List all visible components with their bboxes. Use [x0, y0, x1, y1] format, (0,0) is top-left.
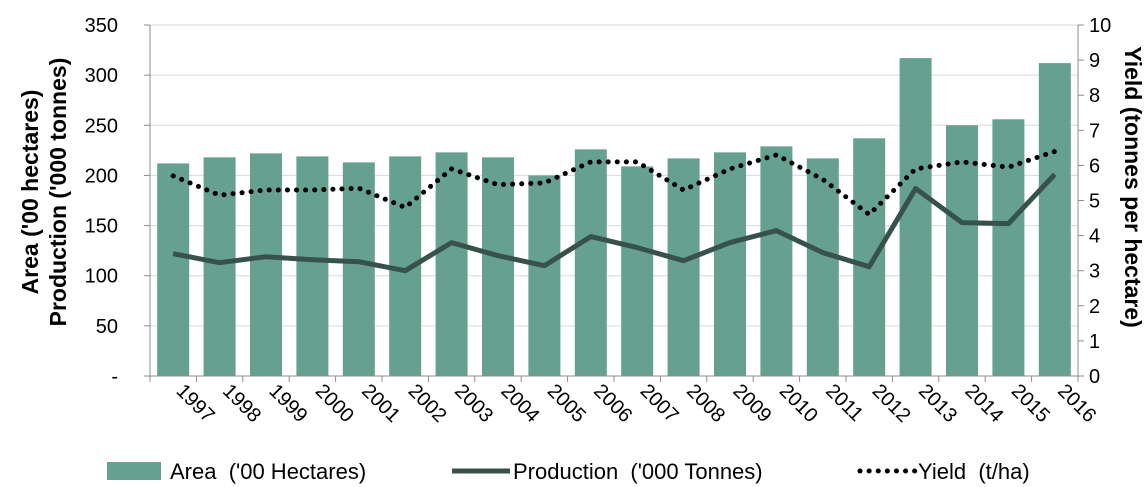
y-tick-label: 250 — [85, 115, 118, 137]
x-tick-label-2002: 2002 — [404, 380, 451, 427]
x-tick-label-2013: 2013 — [914, 380, 961, 427]
y-tick-labels: - 50 100 150 200 250 300 350 — [85, 15, 118, 388]
x-tick-label-2004: 2004 — [496, 380, 543, 427]
area-bar-2009 — [713, 152, 747, 376]
x-tick-label-1998: 1998 — [218, 380, 265, 427]
x-tick-label-2015: 2015 — [1007, 380, 1054, 427]
y2-tick-label: 6 — [1089, 155, 1100, 177]
y-tick-label: 300 — [85, 65, 118, 87]
y2-tick-label: 8 — [1089, 85, 1100, 107]
y-tick-label: 200 — [85, 165, 118, 187]
y-axis-title-line-1: Area ('00 hectares) — [17, 90, 43, 295]
area-bar-2007 — [621, 166, 654, 376]
legend-area-swatch — [107, 462, 161, 480]
x-tick-label-2010: 2010 — [775, 380, 822, 427]
series-lines — [170, 148, 1058, 274]
legend: Area ('00 Hectares) Production ('000 Ton… — [107, 459, 1030, 484]
area-bar-2014 — [945, 125, 979, 377]
x-tick-label-2011: 2011 — [821, 380, 867, 426]
x-tick-label-2007: 2007 — [636, 380, 683, 427]
x-tick-label-2006: 2006 — [589, 380, 636, 427]
x-tick-labels: 1997 1998 1999 2000 2001 2002 2003 2004 2005 2006… — [172, 380, 1101, 427]
y2-tick-label: 10 — [1089, 15, 1111, 37]
y-tick-label: 50 — [96, 316, 118, 338]
gridlines — [150, 24, 1078, 327]
area-bar-2016 — [1038, 63, 1071, 376]
area-bar-2008 — [667, 158, 700, 376]
area-bar-2001 — [342, 162, 375, 376]
y2-tick-label: 2 — [1089, 296, 1100, 318]
y2-tick-label: 1 — [1089, 331, 1100, 353]
y2-tick-label: 5 — [1089, 191, 1100, 213]
x-tick-label-1997: 1997 — [172, 380, 219, 427]
y2-tick-label: 9 — [1089, 50, 1100, 72]
y2-tick-label: 3 — [1089, 261, 1100, 283]
x-tick-label-2005: 2005 — [543, 380, 590, 427]
yield-line — [170, 148, 1058, 217]
y-tick-label: 350 — [85, 15, 118, 37]
x-tick-label-2000: 2000 — [311, 380, 358, 427]
x-tick-label-2012: 2012 — [868, 380, 915, 427]
y-tick-label: - — [111, 366, 118, 388]
x-tick-label-2003: 2003 — [450, 380, 497, 427]
area-bar-2010 — [760, 146, 793, 376]
y2-tick-label: 7 — [1089, 120, 1100, 142]
legend-area-label: Area ('00 Hectares) — [170, 459, 366, 484]
area-bar-1997 — [157, 163, 190, 376]
y-tick-label: 100 — [85, 266, 118, 288]
y2-tick-label: 0 — [1089, 366, 1100, 388]
x-tick-label-2001: 2001 — [357, 380, 404, 427]
y2-tick-label: 4 — [1089, 226, 1100, 248]
area-bar-2015 — [992, 119, 1025, 377]
x-tick-label-2008: 2008 — [682, 380, 729, 427]
area-bar-2013 — [899, 58, 932, 376]
area-bar-2012 — [853, 138, 886, 376]
x-tick-label-1999: 1999 — [264, 380, 311, 427]
x-tick-label-2014: 2014 — [960, 380, 1007, 427]
area-bar-2005 — [528, 175, 561, 376]
area-bar-2004 — [481, 157, 515, 376]
x-tick-label-2009: 2009 — [728, 380, 775, 427]
area-bar-2011 — [806, 158, 839, 376]
area-bars — [157, 58, 1071, 377]
y-axis-title-line-2: Production ('000 tonnes) — [45, 58, 71, 327]
legend-production-label: Production ('000 Tonnes) — [513, 459, 763, 484]
area-bar-1999 — [249, 153, 283, 376]
axes — [144, 24, 1084, 382]
production-line — [172, 172, 1057, 274]
y2-axis-title: Yield (tonnes per hectare) — [1120, 46, 1145, 328]
y2-tick-labels: 0 1 2 3 4 5 6 7 8 9 10 — [1089, 15, 1111, 388]
area-bar-2000 — [296, 156, 329, 376]
area-bar-2003 — [435, 152, 468, 376]
legend-yield-label: Yield (t/ha) — [918, 459, 1030, 484]
area-bar-2006 — [574, 149, 607, 376]
area-bar-1998 — [203, 157, 236, 376]
y-tick-label: 150 — [85, 216, 118, 238]
